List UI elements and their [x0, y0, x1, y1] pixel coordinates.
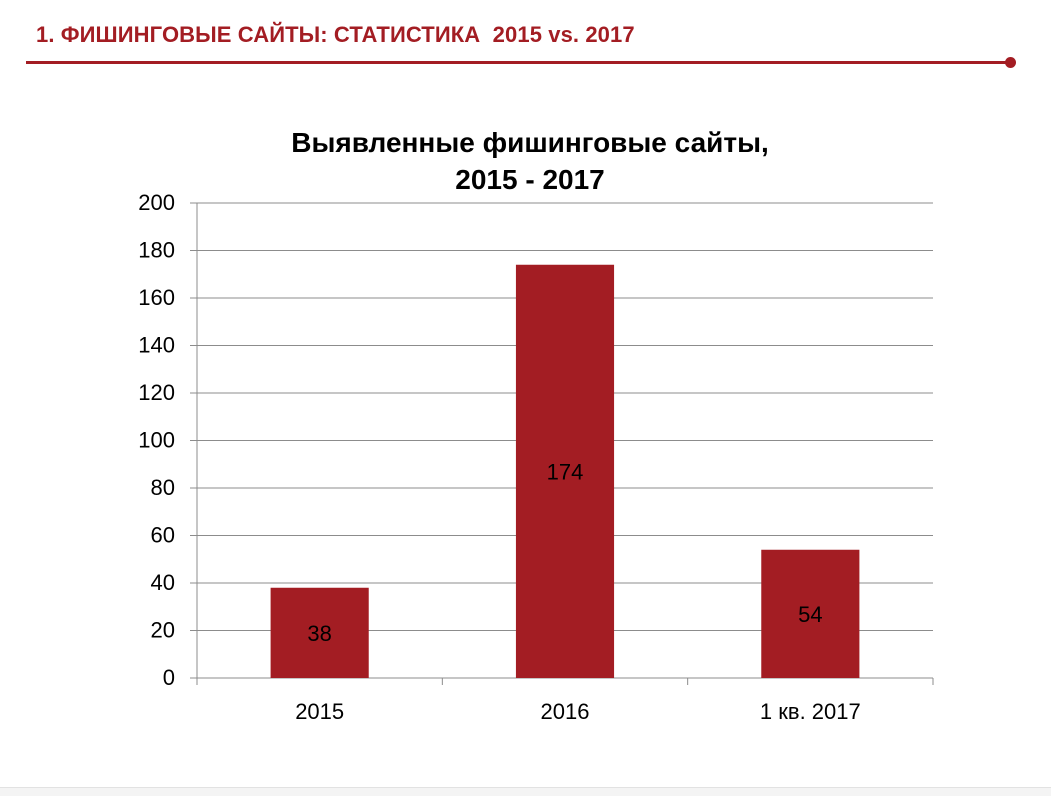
- slide-header: 1. ФИШИНГОВЫЕ САЙТЫ: СТАТИСТИКА 2015 vs.…: [0, 0, 1051, 80]
- chart-title: Выявленные фишинговые сайты, 2015 - 2017: [291, 127, 769, 195]
- y-tick-label: 120: [138, 380, 175, 405]
- x-tick-label: 1 кв. 2017: [760, 699, 861, 724]
- bar-2: [515, 264, 615, 678]
- x-tick-label: 2016: [541, 699, 590, 724]
- chart-plot: 0 20 40 60 80 100 120 140 160 180 200 38 2015 174 2016…: [138, 190, 934, 724]
- y-tick-label: 60: [151, 523, 175, 548]
- data-label: 174: [547, 459, 584, 484]
- y-tick-label: 180: [138, 238, 175, 263]
- data-label: 38: [307, 621, 331, 646]
- y-tick-label: 100: [138, 428, 175, 453]
- header-rule: [26, 61, 1010, 64]
- header-rule-dot: [1005, 57, 1016, 68]
- y-tick-label: 200: [138, 190, 175, 215]
- y-tick-label: 80: [151, 475, 175, 500]
- bar-chart: Выявленные фишинговые сайты, 2015 - 2017…: [0, 110, 1051, 750]
- y-tick-label: 160: [138, 285, 175, 310]
- slide-title: 1. ФИШИНГОВЫЕ САЙТЫ: СТАТИСТИКА 2015 vs.…: [36, 22, 635, 47]
- data-label: 54: [798, 602, 822, 627]
- x-tick-label: 2015: [295, 699, 344, 724]
- y-tick-label: 40: [151, 570, 175, 595]
- bar-1: [270, 587, 369, 678]
- y-tick-label: 0: [163, 665, 175, 690]
- y-tick-label: 140: [138, 333, 175, 358]
- bottom-strip: [0, 787, 1051, 796]
- bar-3: [761, 549, 860, 678]
- y-tick-label: 20: [151, 618, 175, 643]
